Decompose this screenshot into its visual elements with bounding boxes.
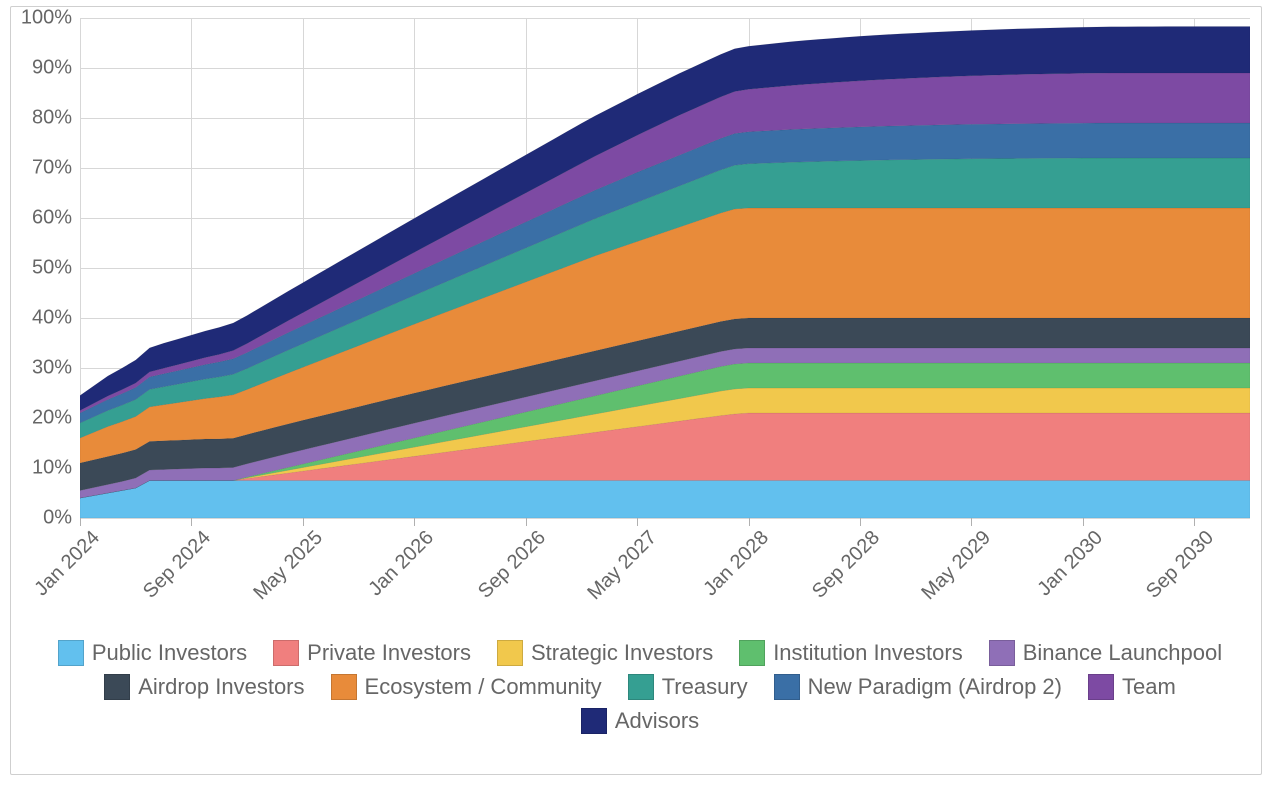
x-axis-label: May 2029 xyxy=(918,526,996,604)
legend-item[interactable]: Airdrop Investors xyxy=(104,674,304,700)
x-axis-label: Jan 2026 xyxy=(365,526,439,600)
legend: Public Investors Private Investors Strateg… xyxy=(0,640,1280,734)
legend-label: Institution Investors xyxy=(773,640,963,666)
y-axis-label: 60% xyxy=(32,207,80,230)
x-tick xyxy=(860,518,861,526)
gridline-h xyxy=(80,518,1250,519)
x-axis-label: Sep 2024 xyxy=(139,526,216,603)
legend-label: Strategic Investors xyxy=(531,640,713,666)
legend-item[interactable]: Institution Investors xyxy=(739,640,963,666)
x-tick xyxy=(971,518,972,526)
legend-item[interactable]: Ecosystem / Community xyxy=(331,674,602,700)
legend-item[interactable]: New Paradigm (Airdrop 2) xyxy=(774,674,1062,700)
x-axis-label: Jan 2030 xyxy=(1033,526,1107,600)
x-axis-label: May 2027 xyxy=(584,526,662,604)
legend-item[interactable]: Advisors xyxy=(581,708,699,734)
legend-swatch xyxy=(58,640,84,666)
area-svg xyxy=(80,18,1250,518)
x-axis-label: Jan 2028 xyxy=(699,526,773,600)
x-axis-label: Sep 2028 xyxy=(808,526,885,603)
legend-swatch xyxy=(774,674,800,700)
legend-label: Team xyxy=(1122,674,1176,700)
legend-swatch xyxy=(739,640,765,666)
legend-swatch xyxy=(581,708,607,734)
x-tick xyxy=(526,518,527,526)
legend-label: Public Investors xyxy=(92,640,247,666)
y-axis-label: 100% xyxy=(21,7,80,30)
y-axis-label: 40% xyxy=(32,307,80,330)
y-axis-label: 0% xyxy=(43,507,80,530)
legend-item[interactable]: Binance Launchpool xyxy=(989,640,1222,666)
legend-swatch xyxy=(989,640,1015,666)
y-axis-label: 90% xyxy=(32,57,80,80)
legend-label: Ecosystem / Community xyxy=(365,674,602,700)
x-tick xyxy=(303,518,304,526)
legend-swatch xyxy=(497,640,523,666)
plot-area: 0%10%20%30%40%50%60%70%80%90%100%Jan 202… xyxy=(80,18,1250,518)
legend-item[interactable]: Private Investors xyxy=(273,640,471,666)
x-tick xyxy=(414,518,415,526)
x-tick xyxy=(80,518,81,526)
legend-item[interactable]: Team xyxy=(1088,674,1176,700)
x-axis-label: Jan 2024 xyxy=(30,526,104,600)
x-axis-label: Sep 2026 xyxy=(474,526,551,603)
stacked-area-chart: 0% 10% 20% 30% 40% 50% 60% 70% 80% 90% 100% Jan 202… xyxy=(0,0,1280,785)
legend-item[interactable]: Treasury xyxy=(628,674,748,700)
x-tick xyxy=(1083,518,1084,526)
legend-swatch xyxy=(331,674,357,700)
y-axis-label: 20% xyxy=(32,407,80,430)
legend-swatch xyxy=(104,674,130,700)
x-tick xyxy=(637,518,638,526)
legend-label: Treasury xyxy=(662,674,748,700)
y-axis-label: 70% xyxy=(32,157,80,180)
x-axis-label: Sep 2030 xyxy=(1142,526,1219,603)
legend-item[interactable]: Strategic Investors xyxy=(497,640,713,666)
legend-label: Binance Launchpool xyxy=(1023,640,1222,666)
legend-item[interactable]: Public Investors xyxy=(58,640,247,666)
y-axis-label: 10% xyxy=(32,457,80,480)
y-axis-label: 30% xyxy=(32,357,80,380)
legend-label: Advisors xyxy=(615,708,699,734)
legend-label: Airdrop Investors xyxy=(138,674,304,700)
x-tick xyxy=(191,518,192,526)
legend-label: Private Investors xyxy=(307,640,471,666)
x-tick xyxy=(749,518,750,526)
legend-label: New Paradigm (Airdrop 2) xyxy=(808,674,1062,700)
y-axis-label: 50% xyxy=(32,257,80,280)
legend-swatch xyxy=(1088,674,1114,700)
x-axis-label: May 2025 xyxy=(249,526,327,604)
legend-swatch xyxy=(628,674,654,700)
x-tick xyxy=(1194,518,1195,526)
y-axis-label: 80% xyxy=(32,107,80,130)
area-series xyxy=(80,481,1250,519)
legend-swatch xyxy=(273,640,299,666)
